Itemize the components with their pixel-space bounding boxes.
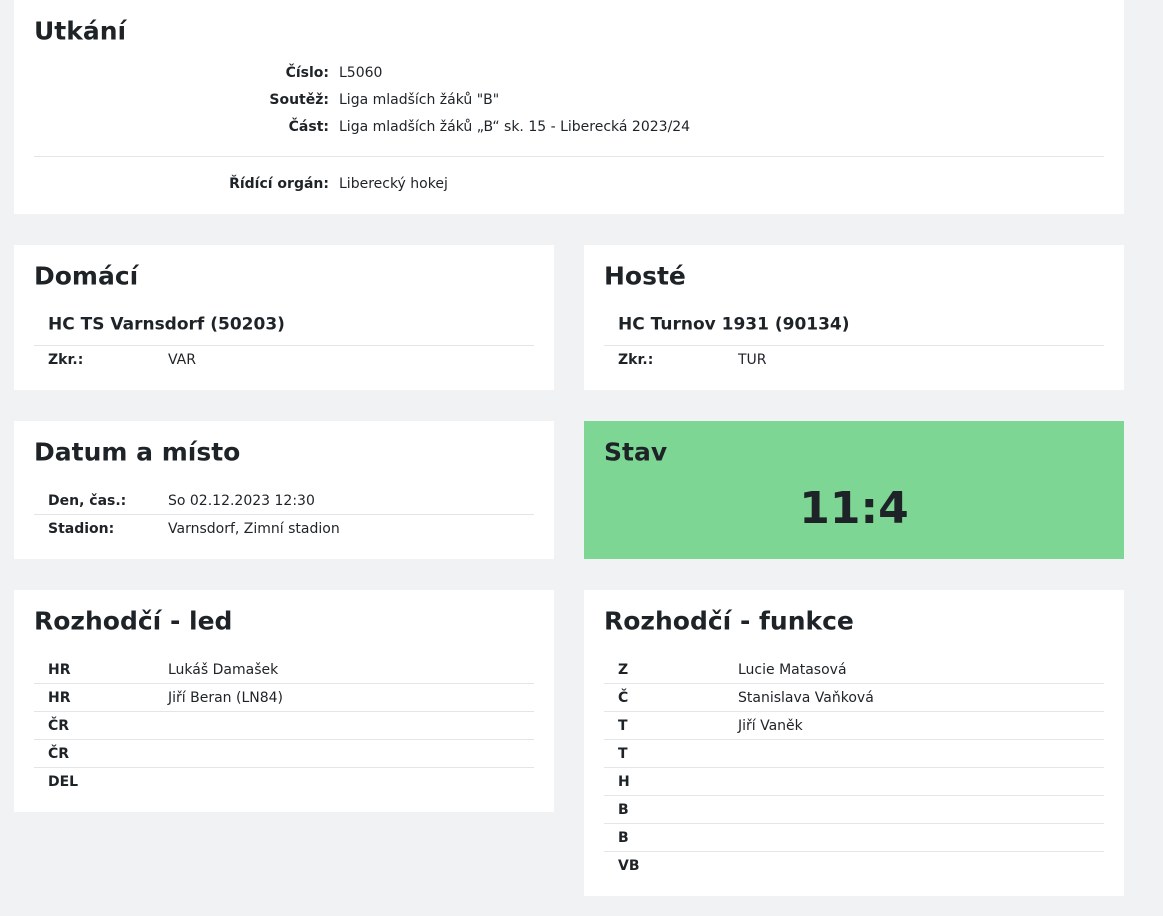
field-value: Liga mladších žáků "B" xyxy=(339,92,500,108)
separator xyxy=(604,739,1104,740)
panel-title: Rozhodčí - funkce xyxy=(604,606,854,636)
separator xyxy=(604,823,1104,824)
row-label: Z xyxy=(618,662,629,678)
row-value: Stanislava Vaňková xyxy=(738,690,874,706)
panel: Stav 11:4 xyxy=(584,421,1124,559)
panel-title: Rozhodčí - led xyxy=(34,606,233,636)
separator xyxy=(34,739,534,740)
panel: Domácí HC TS Varnsdorf (50203) Zkr.: VAR xyxy=(14,245,554,390)
field-label: Číslo: xyxy=(285,65,329,81)
panel: Datum a místo Den, čas.: So 02.12.2023 12:… xyxy=(14,421,554,559)
row-value: So 02.12.2023 12:30 xyxy=(168,493,315,509)
separator xyxy=(604,767,1104,768)
row-value: Jiří Beran (LN84) xyxy=(168,690,284,706)
separator xyxy=(604,683,1104,684)
row-label: B xyxy=(618,830,629,846)
row-label: HR xyxy=(48,690,71,706)
row-value: Varnsdorf, Zimní stadion xyxy=(168,521,340,537)
separator xyxy=(604,711,1104,712)
panel: Hosté HC Turnov 1931 (90134) Zkr.: TUR xyxy=(584,245,1124,390)
row-value: Lucie Matasová xyxy=(738,662,847,678)
team-name: HC TS Varnsdorf (50203) xyxy=(48,314,285,335)
panel-title: Domácí xyxy=(34,261,139,291)
row-label: H xyxy=(618,774,630,790)
panel-title: Datum a místo xyxy=(34,437,241,467)
panel-title: Utkání xyxy=(34,16,127,46)
row-label: B xyxy=(618,802,629,818)
separator xyxy=(34,156,1104,157)
separator xyxy=(34,767,534,768)
separator xyxy=(604,851,1104,852)
score: 11:4 xyxy=(799,483,909,534)
row-value: TUR xyxy=(738,352,767,368)
row-label: Stadion: xyxy=(48,521,115,537)
separator xyxy=(34,514,534,515)
row-label: Den, čas.: xyxy=(48,493,127,509)
row-label: ČR xyxy=(48,718,70,734)
row-value: Jiří Vaněk xyxy=(738,718,803,734)
panel: Rozhodčí - led HR Lukáš Damašek HR Jiří Bera… xyxy=(14,590,554,812)
row-label: Č xyxy=(618,690,629,706)
panel-title: Stav xyxy=(604,437,668,467)
row-label: ČR xyxy=(48,746,70,762)
panel-title: Hosté xyxy=(604,261,686,291)
row-label: DEL xyxy=(48,774,79,790)
team-name: HC Turnov 1931 (90134) xyxy=(618,314,850,335)
separator xyxy=(34,345,534,346)
separator xyxy=(604,345,1104,346)
row-label: T xyxy=(618,746,628,762)
row-label: HR xyxy=(48,662,71,678)
field-value: Liga mladších žáků „B“ sk. 15 - Libereck… xyxy=(339,119,691,135)
row-label: VB xyxy=(618,858,640,874)
row-label: Zkr.: xyxy=(48,352,84,368)
row-value: VAR xyxy=(168,352,196,368)
separator xyxy=(604,795,1104,796)
field-label: Soutěž: xyxy=(269,92,329,108)
separator xyxy=(34,711,534,712)
row-label: Zkr.: xyxy=(618,352,654,368)
field-label: Část: xyxy=(288,119,329,135)
panel: Utkání Číslo: L5060 Soutěž: Liga mladších žá… xyxy=(14,0,1124,214)
panel: Rozhodčí - funkce Z Lucie Matasová Č Stanisl… xyxy=(584,590,1124,896)
row-value: Lukáš Damašek xyxy=(168,662,279,678)
field-value: Liberecký hokej xyxy=(339,176,448,192)
field-value: L5060 xyxy=(339,65,383,81)
separator xyxy=(34,683,534,684)
row-label: T xyxy=(618,718,628,734)
field-label: Řídící orgán: xyxy=(229,176,329,192)
